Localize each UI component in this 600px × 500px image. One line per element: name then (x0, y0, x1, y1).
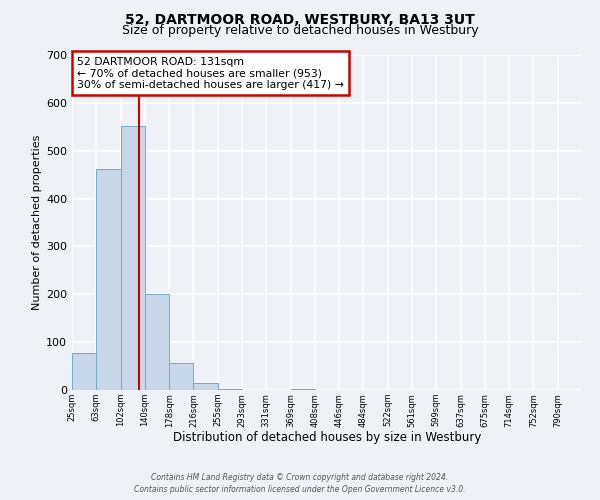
Bar (169, 362, 193, 390)
Bar (218, 388, 242, 390)
Bar (72, 352, 96, 390)
Y-axis label: Number of detached properties: Number of detached properties (32, 135, 42, 310)
Text: Contains HM Land Registry data © Crown copyright and database right 2024.
Contai: Contains HM Land Registry data © Crown c… (134, 472, 466, 494)
Bar (290, 388, 315, 390)
Bar (96, 169, 121, 390)
X-axis label: Distribution of detached houses by size in Westbury: Distribution of detached houses by size … (173, 431, 481, 444)
Text: 52 DARTMOOR ROAD: 131sqm
← 70% of detached houses are smaller (953)
30% of semi-: 52 DARTMOOR ROAD: 131sqm ← 70% of detach… (77, 56, 344, 90)
Text: 52, DARTMOOR ROAD, WESTBURY, BA13 3UT: 52, DARTMOOR ROAD, WESTBURY, BA13 3UT (125, 12, 475, 26)
Bar (121, 126, 145, 390)
Bar (145, 294, 169, 390)
Text: Size of property relative to detached houses in Westbury: Size of property relative to detached ho… (122, 24, 478, 37)
Bar (193, 383, 218, 390)
